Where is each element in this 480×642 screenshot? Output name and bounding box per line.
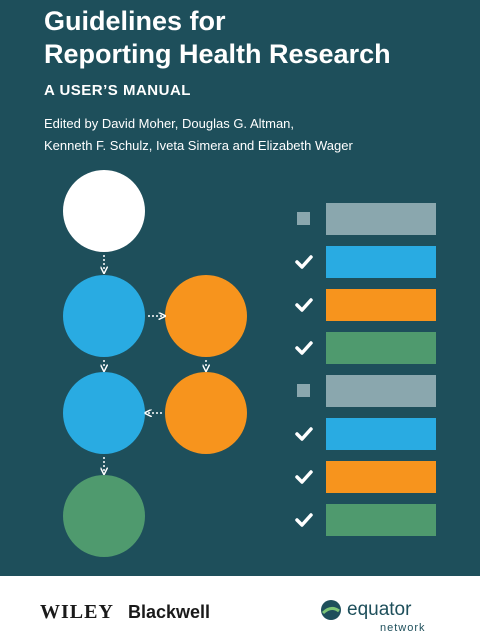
footer-band: [0, 576, 480, 642]
logo-name: equator: [347, 599, 412, 620]
circle: [63, 275, 145, 357]
equator-logo: equator network: [321, 599, 426, 634]
circle: [63, 475, 145, 557]
logo-sub: network: [380, 622, 426, 634]
subtitle: A USER’S MANUAL: [44, 82, 191, 99]
publisher-blackwell: Blackwell: [128, 602, 210, 622]
checklist: [295, 203, 436, 536]
circle: [63, 170, 145, 252]
editors-line: Kenneth F. Schulz, Iveta Simera and Eliz…: [44, 138, 353, 153]
editors-line: Edited by David Moher, Douglas G. Altman…: [44, 116, 294, 131]
flow-diagram: [63, 170, 247, 557]
title-line: Guidelines for: [44, 6, 226, 36]
circle: [165, 372, 247, 454]
circle: [165, 275, 247, 357]
publisher-wiley: WILEY: [40, 601, 114, 623]
arrows: [104, 255, 206, 471]
title-line: Reporting Health Research: [44, 39, 391, 69]
circle: [63, 372, 145, 454]
